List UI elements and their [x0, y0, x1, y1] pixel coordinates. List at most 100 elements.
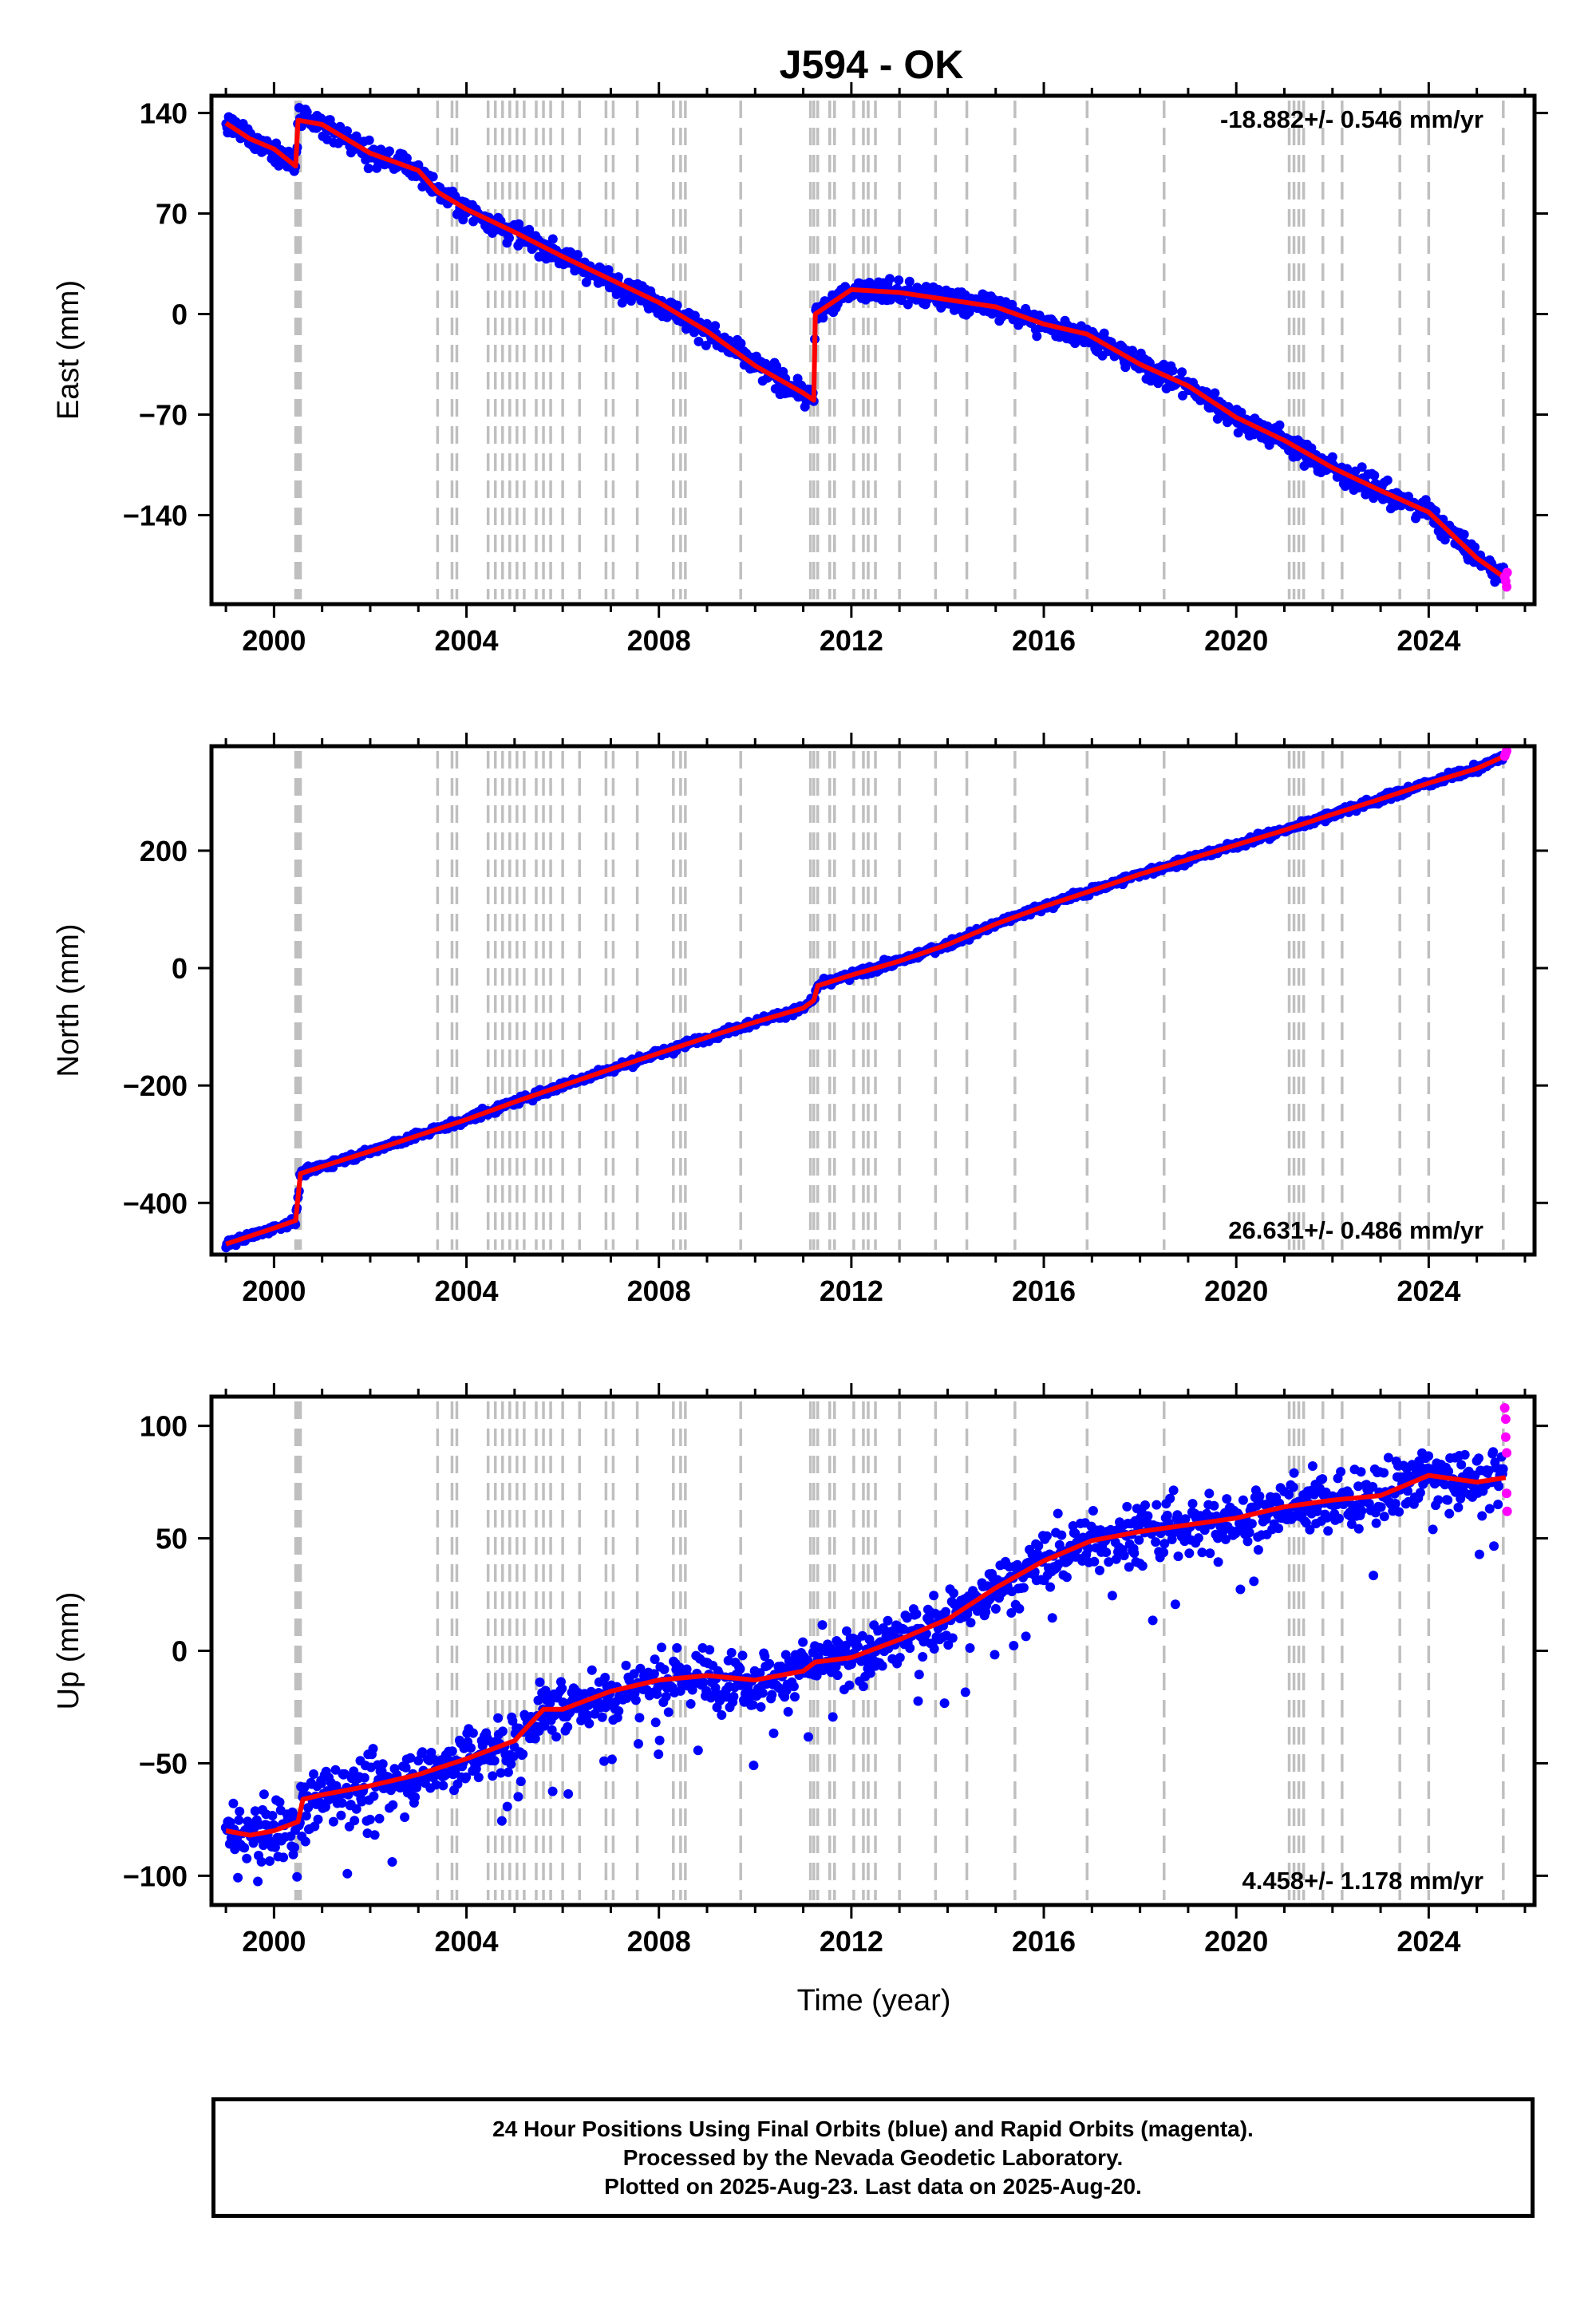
data-point	[279, 1852, 289, 1863]
data-point	[1129, 1548, 1140, 1559]
data-point	[726, 1647, 737, 1658]
north-panel: 2000 2004 2008 2012 2016 2020 20242000−200−400…	[52, 733, 1548, 1307]
data-point	[617, 298, 627, 308]
data-point	[913, 1696, 923, 1706]
x-tick-label: 2004	[434, 1275, 498, 1307]
data-point	[400, 1812, 410, 1822]
data-point	[654, 1735, 665, 1745]
data-point	[1104, 1557, 1114, 1567]
x-tick-label: 2012	[820, 1275, 883, 1307]
data-point	[1088, 1506, 1098, 1516]
data-point	[533, 1695, 543, 1705]
rapid-point	[1502, 1488, 1512, 1499]
caption-line-processor: Processed by the Nevada Geodetic Laborat…	[622, 2144, 1124, 2170]
data-point	[368, 1744, 378, 1754]
up-model-line	[225, 1472, 1507, 1838]
data-point	[1433, 1495, 1444, 1505]
y-tick-label: 0	[172, 952, 188, 985]
data-point	[508, 1716, 518, 1726]
data-point	[842, 1626, 851, 1636]
data-point	[1009, 1641, 1019, 1650]
y-tick-label: 100	[140, 1410, 188, 1443]
data-point	[1488, 1447, 1499, 1457]
data-point	[701, 1686, 712, 1696]
data-point	[1327, 452, 1337, 462]
data-point	[328, 1816, 338, 1827]
data-point	[1210, 388, 1220, 398]
rapid-point	[1500, 1432, 1511, 1442]
data-point	[342, 1868, 353, 1879]
data-point	[650, 1654, 660, 1665]
data-point	[1428, 1524, 1438, 1535]
rapid-point	[1502, 567, 1512, 578]
data-point	[1379, 1468, 1389, 1478]
data-point	[1070, 338, 1080, 349]
rapid-point	[1502, 745, 1512, 756]
data-point	[1238, 1495, 1248, 1505]
data-point	[1152, 1500, 1162, 1510]
data-point	[1212, 413, 1223, 424]
data-point	[654, 1749, 664, 1760]
data-point	[1119, 1551, 1129, 1561]
data-point	[330, 1765, 341, 1775]
data-point	[365, 1814, 375, 1824]
data-point	[265, 1856, 275, 1866]
x-tick-label: 2008	[627, 624, 691, 657]
data-point	[290, 1842, 299, 1852]
data-point	[369, 1830, 380, 1840]
data-point	[1440, 535, 1450, 545]
data-point	[513, 1792, 523, 1802]
data-point	[1159, 359, 1169, 370]
data-point	[466, 1743, 476, 1753]
east-y-axis-label: East (mm)	[52, 280, 85, 420]
data-point	[1288, 1482, 1298, 1492]
data-point	[899, 1624, 909, 1634]
data-point	[1390, 1499, 1400, 1508]
data-point	[551, 1732, 562, 1742]
data-point	[1246, 1519, 1257, 1529]
y-tick-label: 70	[156, 198, 188, 231]
data-point	[964, 307, 974, 317]
data-point	[943, 1640, 954, 1650]
data-point	[1443, 1495, 1453, 1505]
data-point	[832, 1670, 843, 1681]
data-point	[904, 276, 915, 287]
data-point	[672, 300, 682, 310]
data-point	[267, 1811, 278, 1820]
data-point	[1209, 1500, 1219, 1511]
data-point	[735, 1664, 745, 1674]
data-point	[410, 1792, 421, 1802]
x-tick-label: 2024	[1396, 1925, 1460, 1958]
east-panel: 2000 2004 2008 2012 2016 2020 2024 140 70 0 −70 −14…	[52, 82, 1548, 657]
data-point	[1244, 1528, 1254, 1538]
data-point	[1253, 1545, 1263, 1555]
data-point	[788, 1682, 799, 1692]
north-model-line	[225, 753, 1507, 1247]
chart-title: J594 - OK	[780, 42, 964, 87]
data-point	[1137, 1561, 1148, 1571]
data-point	[1369, 1571, 1379, 1581]
data-point	[914, 1670, 924, 1680]
data-point	[1322, 1512, 1332, 1523]
data-point	[1083, 1543, 1093, 1554]
data-point	[234, 1815, 244, 1825]
data-point	[1162, 1510, 1172, 1520]
data-point	[428, 172, 438, 182]
data-point	[729, 1691, 739, 1701]
data-point	[649, 1669, 659, 1679]
data-point	[242, 1853, 252, 1863]
up-panel: 2000 2004 2008 2012 2016 2020 2024 100 50 0 −50 −10…	[52, 1383, 1548, 2018]
data-point	[502, 1801, 512, 1812]
up-x-axis: 2000 2004 2008 2012 2016 2020 2024	[224, 1383, 1527, 1958]
data-point	[1460, 1449, 1470, 1460]
data-point	[1369, 470, 1380, 480]
data-point	[941, 1607, 950, 1617]
data-point	[601, 1702, 610, 1713]
data-point	[316, 1778, 326, 1788]
data-point	[1323, 1526, 1333, 1536]
data-point	[1453, 1502, 1464, 1512]
data-point	[493, 1713, 504, 1723]
data-point	[496, 1816, 507, 1826]
data-point	[1353, 1524, 1364, 1534]
data-point	[600, 1673, 610, 1682]
